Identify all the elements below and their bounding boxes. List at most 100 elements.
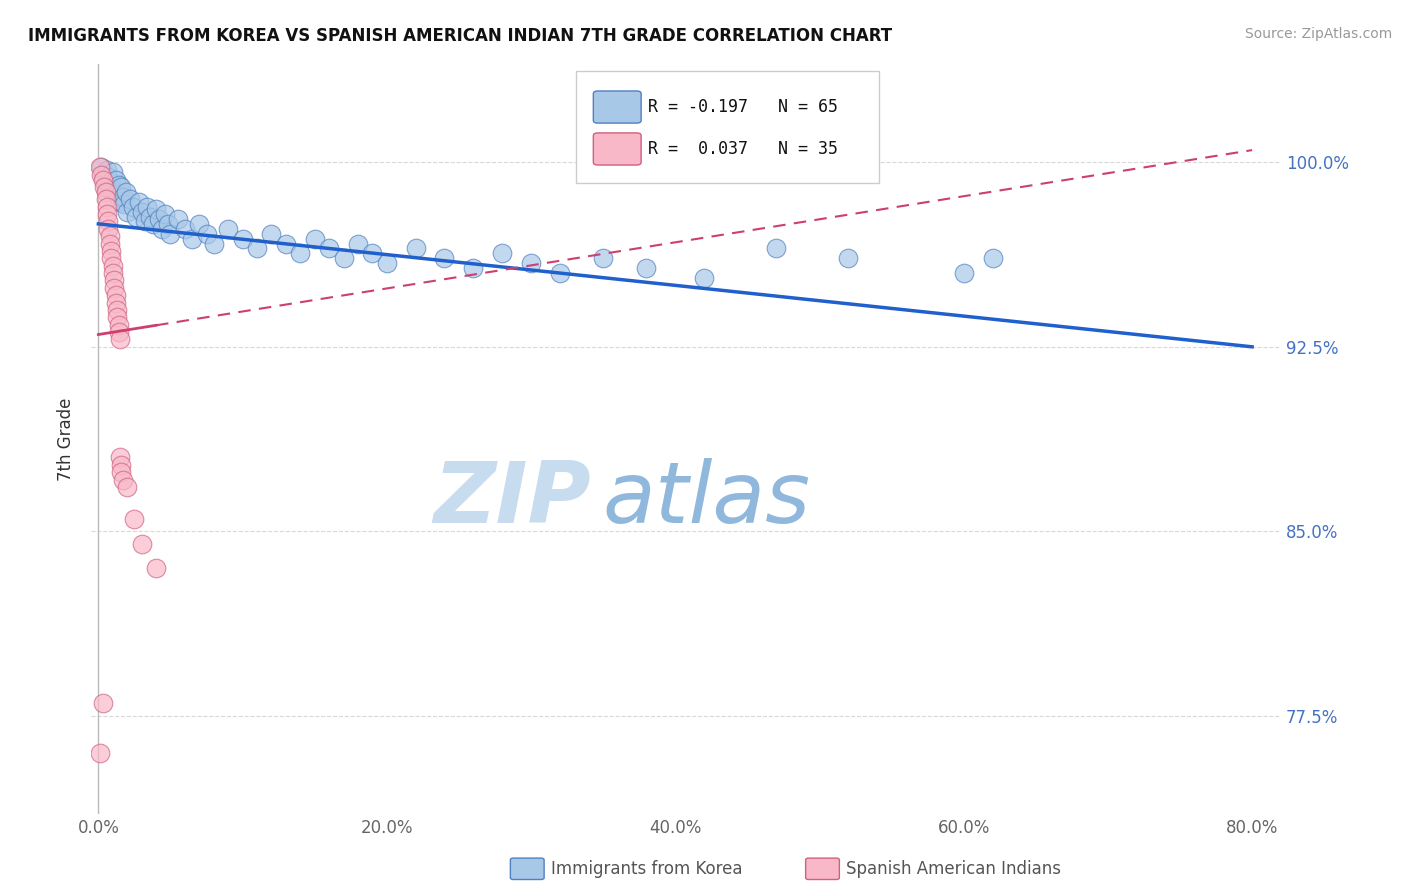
Point [110,458,132,472]
Point [100,182,122,196]
Point [96,207,118,221]
Point [693,271,716,285]
Point [145,561,167,575]
Point [114,185,136,199]
Point [111,190,134,204]
Point [94,180,117,194]
Point [90,168,112,182]
Point [142,217,165,231]
Point [139,210,162,224]
Point [156,217,179,231]
Point [110,180,132,194]
Point [97,222,120,236]
Point [361,246,384,260]
Point [952,266,974,280]
Point [103,185,125,199]
Point [274,236,297,251]
Point [122,200,145,214]
Point [131,536,153,550]
Point [94,185,117,199]
Point [107,318,129,332]
Point [232,232,254,246]
Point [91,172,114,186]
Point [105,310,128,325]
Text: R = -0.197   N = 65: R = -0.197 N = 65 [648,98,838,116]
Point [105,187,128,202]
Point [463,261,485,276]
Text: Spanish American Indians: Spanish American Indians [846,860,1062,878]
Point [120,192,142,206]
Point [148,211,170,226]
Point [145,202,167,216]
Point [166,211,188,226]
Point [520,256,543,270]
Point [98,236,121,251]
Point [347,236,370,251]
Point [153,207,176,221]
Point [290,246,312,260]
Point [188,217,211,231]
Point [304,232,326,246]
Point [375,256,398,270]
Point [108,194,131,209]
Point [181,232,204,246]
Text: atlas: atlas [603,458,811,541]
Text: IMMIGRANTS FROM KOREA VS SPANISH AMERICAN INDIAN 7TH GRADE CORRELATION CHART: IMMIGRANTS FROM KOREA VS SPANISH AMERICA… [28,27,893,45]
Point [150,222,173,236]
Point [94,192,117,206]
Point [128,194,150,209]
Point [97,214,120,228]
Point [100,244,122,258]
Point [332,252,354,266]
Point [491,246,513,260]
Point [125,210,148,224]
Point [636,261,658,276]
Point [837,252,859,266]
Point [124,512,146,526]
Point [108,450,131,465]
Point [174,222,197,236]
Point [134,214,156,228]
Point [111,473,134,487]
Point [89,161,111,175]
Point [91,168,114,182]
Point [101,165,124,179]
Point [93,180,115,194]
Text: R =  0.037   N = 35: R = 0.037 N = 35 [648,140,838,158]
Point [96,200,118,214]
Point [93,172,115,186]
Point [104,172,127,186]
Point [107,178,129,192]
Point [592,252,614,266]
Point [131,204,153,219]
Point [104,295,127,310]
Text: Source: ZipAtlas.com: Source: ZipAtlas.com [1244,27,1392,41]
Point [91,697,114,711]
Point [107,325,129,339]
Point [105,302,128,317]
Point [159,227,181,241]
Point [115,480,138,494]
Text: Immigrants from Korea: Immigrants from Korea [551,860,742,878]
Point [246,242,269,256]
Point [96,162,118,177]
Text: ZIP: ZIP [433,458,591,541]
Point [89,746,111,760]
Point [90,161,112,175]
Point [136,200,159,214]
Point [101,259,124,273]
Y-axis label: 7th Grade: 7th Grade [58,397,75,481]
Point [115,204,138,219]
Point [104,288,127,302]
Point [100,252,122,266]
Point [97,170,120,185]
Point [98,229,121,244]
Point [202,236,225,251]
Point [101,266,124,280]
Point [110,465,132,479]
Point [405,242,427,256]
Point [108,333,131,347]
Point [318,242,340,256]
Point [112,197,135,211]
Point [260,227,283,241]
